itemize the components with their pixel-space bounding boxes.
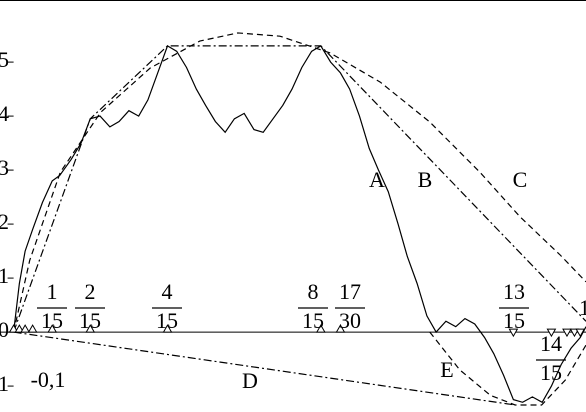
series-label: A xyxy=(369,167,385,192)
fraction-numerator: 8 xyxy=(308,279,319,304)
fraction-denominator: 15 xyxy=(41,308,63,333)
fraction-numerator: 17 xyxy=(339,279,361,304)
marker-down xyxy=(546,328,557,338)
marker-up xyxy=(315,324,326,333)
series-line xyxy=(13,45,586,404)
series-label: B xyxy=(418,167,433,192)
fraction-numerator: 4 xyxy=(162,279,173,304)
marker-up xyxy=(162,324,173,333)
series-line xyxy=(13,331,516,406)
fraction-numerator: 2 xyxy=(85,279,96,304)
series-line xyxy=(429,331,586,406)
series-label: C xyxy=(513,167,528,192)
fraction-denominator: 15 xyxy=(302,308,324,333)
fraction-denominator: 30 xyxy=(339,308,361,333)
y-tick-label: 1 xyxy=(0,263,9,288)
marker-up xyxy=(8,324,19,333)
fraction-numerator: 13 xyxy=(503,279,525,304)
marker-up xyxy=(27,324,38,333)
fraction-denominator: 15 xyxy=(156,308,178,333)
y-tick-label: 5 xyxy=(0,47,9,72)
y-tick-label: 4 xyxy=(0,101,9,126)
y-tick-label: 3 xyxy=(0,155,9,180)
annotation: 1 xyxy=(579,295,586,320)
marker-up xyxy=(85,324,96,333)
series-label: E xyxy=(440,357,453,382)
y-tick-label: -1 xyxy=(0,371,9,396)
marker-down xyxy=(508,328,519,338)
marker-down xyxy=(575,328,586,338)
marker-down xyxy=(569,328,580,338)
annotation: -0,1 xyxy=(31,367,66,392)
marker-down xyxy=(562,328,572,338)
marker-up xyxy=(47,324,58,333)
fraction-denominator: 15 xyxy=(79,308,101,333)
marker-up xyxy=(20,324,30,333)
series-label: D xyxy=(242,368,258,393)
y-tick-label: 2 xyxy=(0,209,9,234)
series-line xyxy=(13,32,586,333)
marker-up xyxy=(14,324,25,333)
series-line xyxy=(13,45,586,333)
y-tick-label: 0 xyxy=(0,317,9,342)
fraction-numerator: 1 xyxy=(47,279,58,304)
fraction-denominator: 15 xyxy=(503,308,525,333)
fraction-numerator: 14 xyxy=(540,331,562,356)
fraction-denominator: 15 xyxy=(540,360,562,385)
marker-up xyxy=(335,324,346,333)
